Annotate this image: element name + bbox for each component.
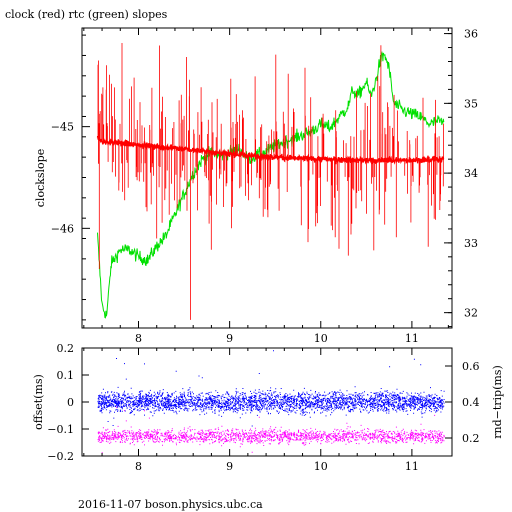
bottom-y-tick-label: −0.2 bbox=[47, 450, 74, 463]
top-right-y-axis: 32 33 34 35 36 bbox=[444, 28, 478, 328]
clock-slope-line bbox=[96, 136, 445, 165]
top-x-axis: 8 9 10 11 bbox=[83, 28, 449, 345]
top-x-tick-label: 10 bbox=[314, 332, 328, 345]
clock-slope-spikes bbox=[97, 43, 444, 320]
top-y-axis-label: clockslope bbox=[34, 149, 47, 207]
top-y-tick-label: −45 bbox=[51, 121, 74, 134]
clock-slope-series bbox=[96, 43, 445, 320]
top-y2-tick-label: 34 bbox=[464, 167, 478, 180]
top-y2-tick-label: 33 bbox=[464, 237, 478, 250]
offset-series bbox=[97, 350, 445, 427]
bottom-y2-tick-label: 0.2 bbox=[462, 432, 480, 445]
bottom-y-tick-label: 0.1 bbox=[57, 369, 75, 382]
bottom-y2-axis-label: rnd−trip(ms) bbox=[491, 365, 504, 439]
top-y2-tick-label: 32 bbox=[464, 307, 478, 320]
bottom-x-tick-label: 8 bbox=[135, 460, 142, 473]
top-y2-tick-label: 35 bbox=[464, 97, 478, 110]
top-x-tick-label: 11 bbox=[405, 332, 419, 345]
rtc-slope-series bbox=[97, 50, 445, 319]
rndtrip-series bbox=[97, 399, 445, 454]
chart-title: clock (red) rtc (green) slopes bbox=[5, 8, 168, 21]
scatter-points bbox=[97, 399, 445, 454]
top-y-tick-label: −46 bbox=[51, 222, 74, 235]
bottom-right-y-axis: 0.2 0.4 0.6 bbox=[445, 360, 480, 445]
scatter-points bbox=[97, 350, 445, 427]
top-plot: 8 9 10 11 −45 −46 32 33 34 35 36 clockslope bbox=[34, 27, 478, 345]
bottom-y-tick-label: 0.2 bbox=[57, 342, 75, 355]
bottom-left-y-axis: 0.2 0.1 0 −0.1 −0.2 bbox=[47, 342, 89, 463]
footer-text: 2016-11-07 boson.physics.ubc.ca bbox=[78, 498, 263, 511]
bottom-y2-tick-label: 0.6 bbox=[462, 360, 480, 373]
top-left-y-axis: −45 −46 bbox=[51, 34, 90, 321]
bottom-x-axis: 8 9 10 11 bbox=[83, 348, 419, 473]
bottom-x-tick-label: 9 bbox=[226, 460, 233, 473]
bottom-x-tick-label: 11 bbox=[405, 460, 419, 473]
bottom-y-tick-label: 0 bbox=[67, 396, 74, 409]
bottom-y-axis-label: offset(ms) bbox=[32, 374, 45, 430]
bottom-y2-tick-label: 0.4 bbox=[462, 396, 480, 409]
top-plot-frame bbox=[81, 27, 453, 329]
top-x-tick-label: 9 bbox=[226, 332, 233, 345]
bottom-x-tick-label: 10 bbox=[314, 460, 328, 473]
top-y2-tick-label: 36 bbox=[464, 28, 478, 41]
bottom-y-tick-label: −0.1 bbox=[47, 423, 74, 436]
rtc-slope-line bbox=[97, 50, 445, 319]
top-x-tick-label: 8 bbox=[135, 332, 142, 345]
bottom-plot: 8 9 10 11 0.2 0.1 0 −0.1 −0.2 0.2 0.4 0.6 offset(… bbox=[32, 342, 504, 473]
